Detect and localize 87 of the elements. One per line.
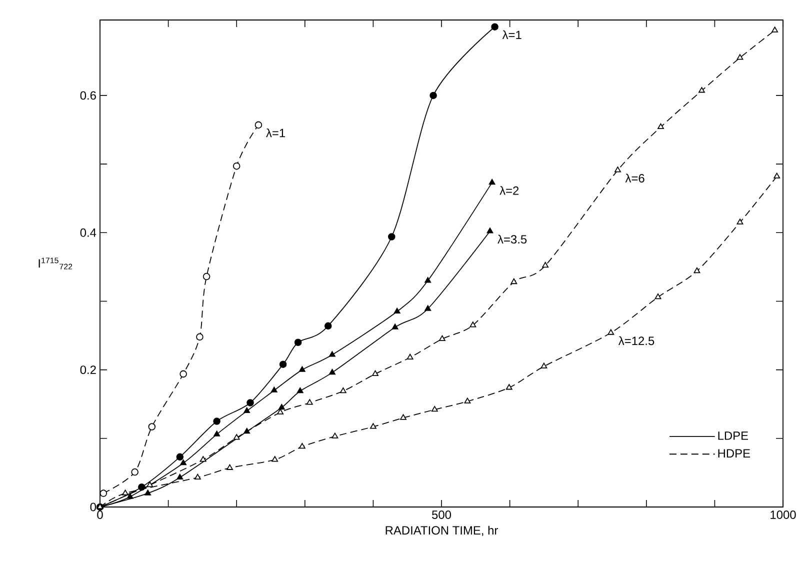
point <box>296 387 304 394</box>
point <box>100 490 108 497</box>
point <box>772 26 778 32</box>
legend-label: HDPE <box>718 449 750 458</box>
point <box>340 387 346 394</box>
point <box>400 414 406 420</box>
point <box>491 23 498 30</box>
point <box>470 322 476 328</box>
y-tick-label: 0.6 <box>80 91 96 100</box>
x-tick-label: 500 <box>432 510 452 519</box>
point <box>394 308 400 314</box>
point <box>424 305 432 311</box>
point <box>406 354 414 360</box>
point <box>430 92 437 100</box>
annotation: λ=6 <box>625 174 644 183</box>
point <box>200 456 206 462</box>
point <box>122 490 128 496</box>
point <box>329 351 336 357</box>
point <box>488 178 496 185</box>
point <box>306 399 313 405</box>
point <box>180 459 187 466</box>
point <box>194 474 201 480</box>
point <box>298 366 306 372</box>
annotation: λ=3.5 <box>498 234 527 244</box>
point <box>294 338 302 346</box>
point <box>278 404 285 410</box>
point <box>614 166 621 172</box>
point <box>486 228 494 234</box>
point <box>148 423 156 430</box>
point <box>202 272 210 280</box>
point <box>542 262 549 268</box>
point <box>146 481 154 488</box>
point <box>144 490 152 496</box>
point <box>176 474 184 480</box>
point <box>254 121 262 129</box>
point <box>244 407 250 414</box>
point <box>277 408 284 414</box>
point <box>431 406 438 412</box>
point <box>232 162 240 170</box>
point <box>774 172 780 178</box>
point <box>332 432 338 438</box>
x-tick-label: 1000 <box>770 510 796 519</box>
point <box>246 399 254 406</box>
point <box>270 386 278 392</box>
x-tick-label: 0 <box>97 510 103 519</box>
point <box>213 418 220 425</box>
legend-label: LDPE <box>718 432 748 440</box>
point <box>196 333 204 341</box>
point <box>324 322 332 330</box>
point <box>540 362 548 368</box>
point <box>654 293 662 300</box>
point <box>279 360 287 368</box>
point <box>131 468 138 476</box>
point <box>698 87 705 93</box>
point <box>694 267 700 274</box>
point <box>226 464 233 470</box>
point <box>214 430 220 436</box>
point <box>233 434 240 440</box>
point <box>126 493 134 499</box>
point <box>424 277 432 283</box>
annotation: λ=1 <box>266 128 285 138</box>
point <box>438 335 446 341</box>
point <box>298 443 306 449</box>
point <box>272 456 278 462</box>
point <box>506 384 512 390</box>
point <box>608 329 614 335</box>
point <box>180 370 187 378</box>
point <box>138 483 146 491</box>
annotation: λ=1 <box>502 30 522 40</box>
y-tick-label: 0 <box>90 502 96 512</box>
y-tick-label: 0.4 <box>80 228 96 237</box>
point <box>244 428 250 434</box>
annotation: λ=12.5 <box>618 336 654 346</box>
point <box>510 278 518 284</box>
point <box>464 398 471 404</box>
point <box>329 368 336 375</box>
annotation: λ=2 <box>500 186 519 195</box>
point <box>388 233 396 240</box>
point <box>736 218 744 224</box>
point <box>176 453 184 461</box>
point <box>658 123 664 130</box>
point <box>372 370 378 376</box>
point <box>392 324 398 330</box>
point <box>736 54 744 60</box>
x-axis-title: RADIATION TIME, hr <box>386 526 498 536</box>
point <box>370 423 376 429</box>
y-tick-label: 0.2 <box>80 366 96 374</box>
